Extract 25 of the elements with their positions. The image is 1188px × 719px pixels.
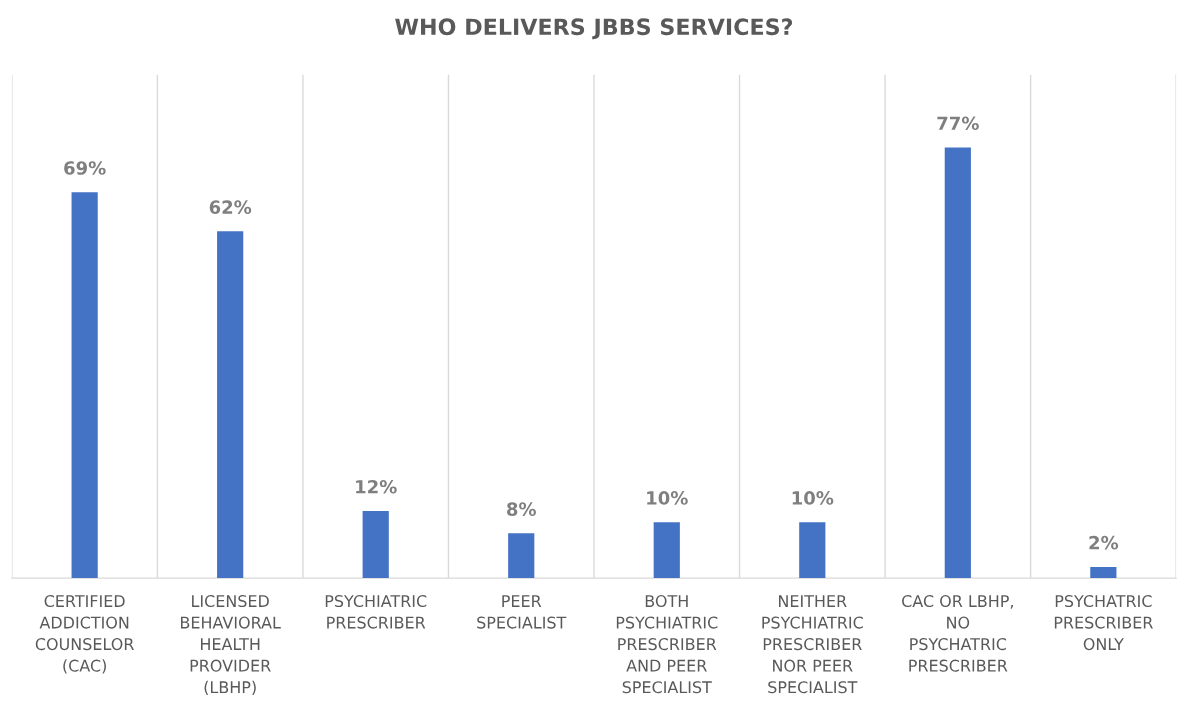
bar	[217, 231, 244, 579]
bar	[944, 147, 971, 579]
data-label: 10%	[647, 491, 688, 505]
x-tick-label: PSYCHATRIC PRESCRIBER ONLY	[1054, 595, 1153, 651]
x-tick-label: PEER SPECIALIST	[477, 595, 567, 629]
bar	[653, 522, 680, 579]
x-tick-label: CAC OR LBHP, NO PSYCHATRIC PRESCRIBER	[902, 595, 1013, 672]
bar	[71, 192, 98, 579]
data-label: 10%	[792, 491, 834, 505]
data-label: 8%	[507, 502, 536, 516]
x-tick-label: NEITHER PSYCHIATRIC PRESCRIBER NOR PEER SPECIALIST	[762, 595, 863, 694]
bar	[1090, 566, 1117, 579]
data-label: 69%	[64, 161, 106, 175]
chart-title: WHO DELIVERS JBBS SERVICES?	[395, 18, 793, 40]
x-tick-label: LICENSED BEHAVIORAL HEALTH PROVIDER (LBHP)	[181, 595, 281, 696]
data-label: 77%	[937, 116, 979, 131]
bar	[508, 533, 535, 579]
x-tick-label: PSYCHIATRIC PRESCRIBER	[325, 595, 427, 629]
bar	[362, 510, 389, 579]
data-label: 62%	[209, 200, 252, 214]
bar	[799, 522, 826, 579]
x-tick-label: BOTH PSYCHIATRIC PRESCRIBER AND PEER SPECIALIST	[616, 595, 718, 694]
x-tick-label: CERTIFIED ADDICTION COUNSELOR (CAC)	[35, 595, 134, 674]
data-label: 2%	[1089, 535, 1119, 550]
data-label: 12%	[356, 479, 397, 494]
